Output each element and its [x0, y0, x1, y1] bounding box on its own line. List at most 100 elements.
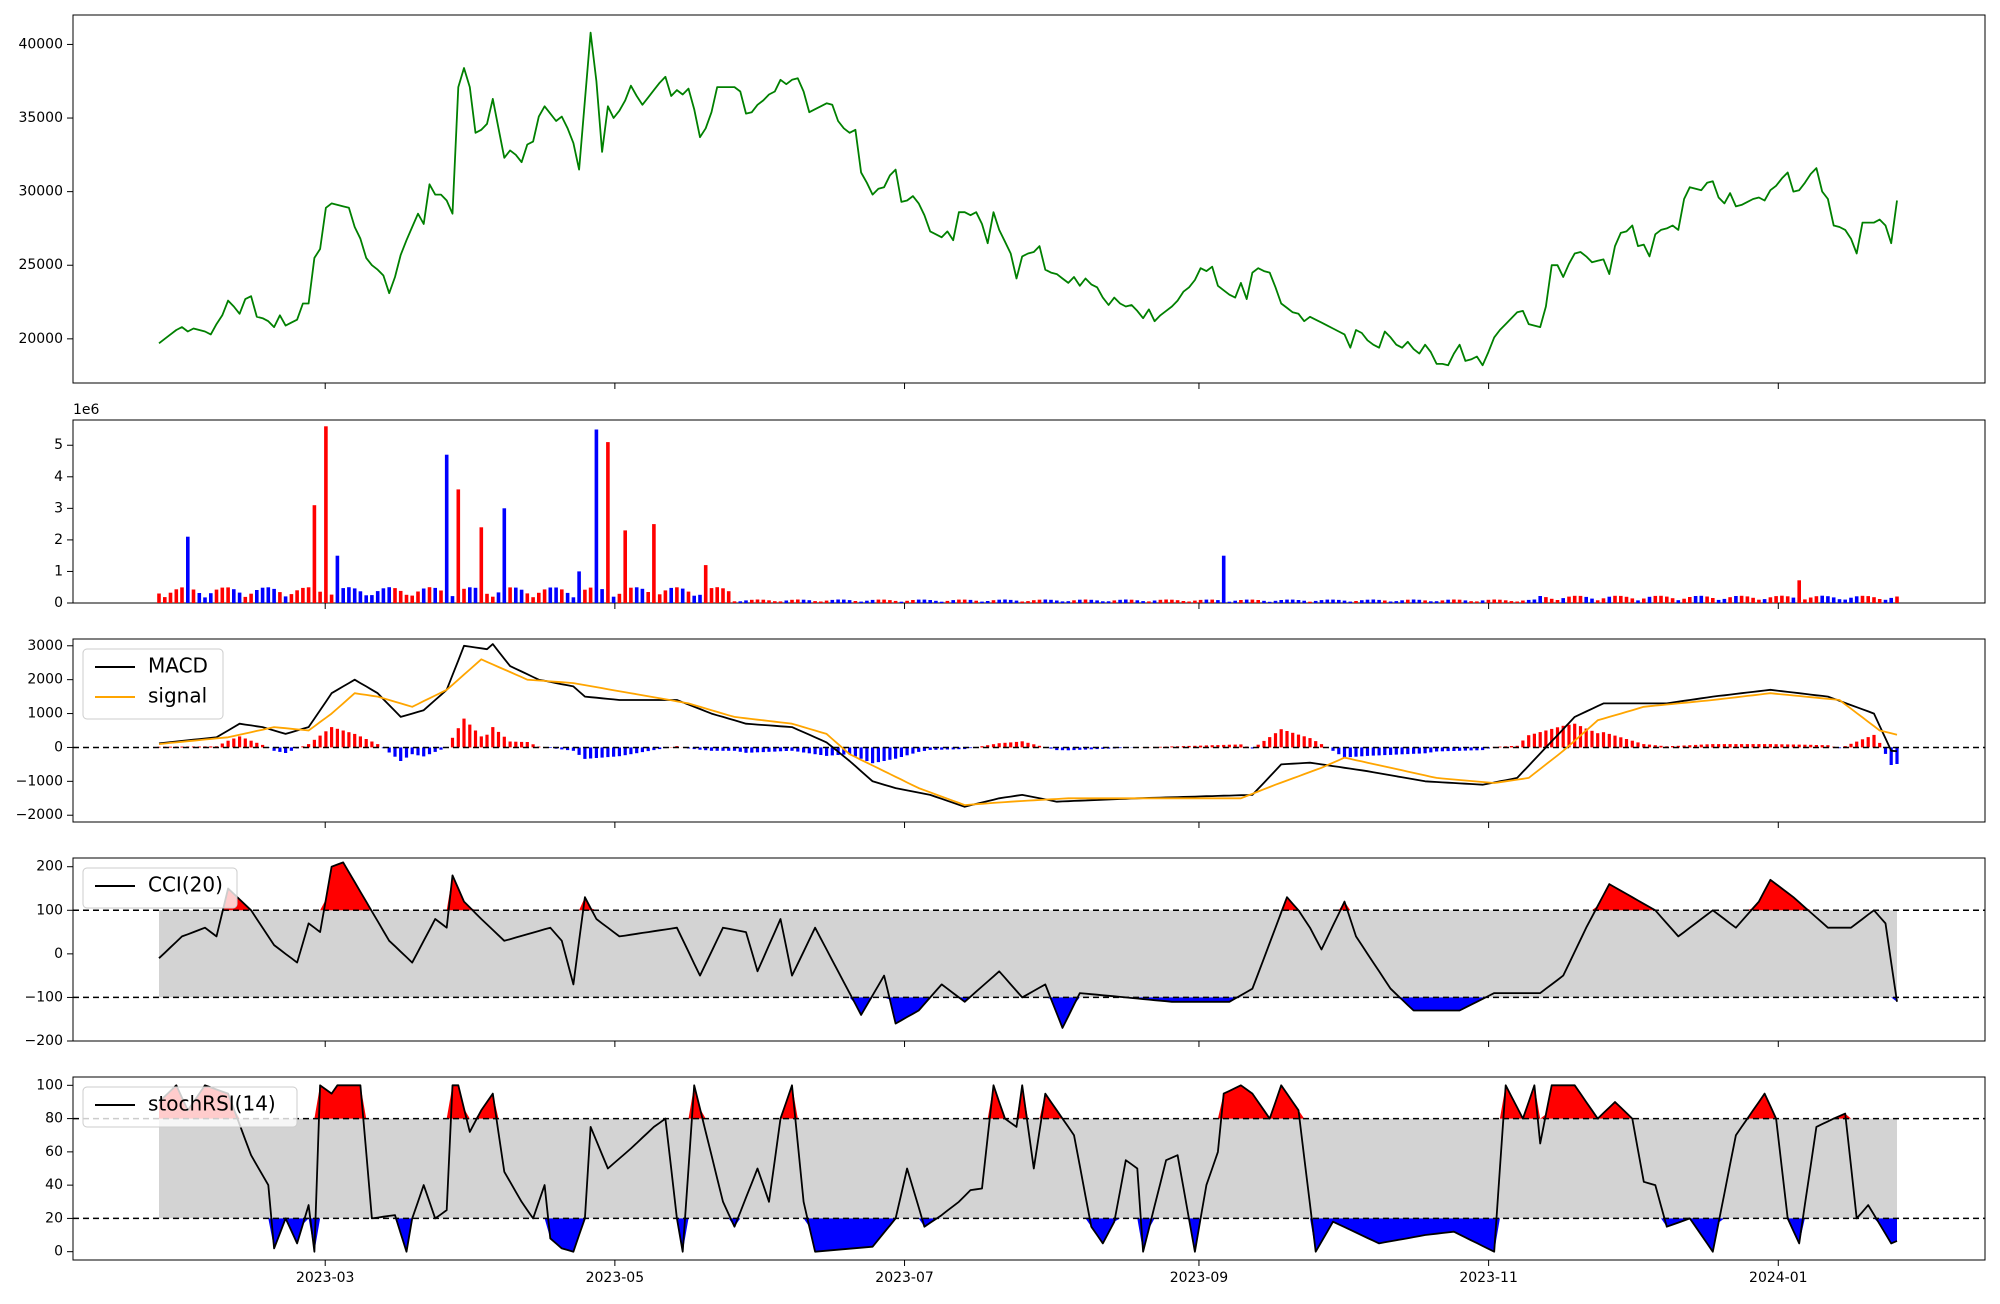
volume-bar	[307, 587, 311, 603]
volume-bar	[641, 589, 645, 603]
cci-oversold-fill	[159, 997, 1897, 1028]
volume-bar	[1124, 600, 1128, 604]
volume-bar	[1210, 600, 1214, 603]
volume-bar	[324, 426, 328, 603]
volume-bar	[572, 597, 576, 603]
volume-bar	[606, 442, 610, 603]
macd-histogram-bar	[365, 739, 368, 748]
volume-bar	[917, 600, 921, 603]
volume-bar	[1412, 600, 1416, 604]
volume-ytick-label: 0	[54, 595, 63, 611]
volume-ytick-label: 5	[54, 437, 63, 453]
macd-histogram-bar	[1521, 741, 1524, 748]
macd-line	[159, 644, 1897, 807]
volume-bar	[318, 592, 322, 603]
macd-histogram-bar	[1429, 747, 1432, 752]
volume-bar	[1256, 600, 1260, 603]
legend-label-stochrsi: stochRSI(14)	[148, 1092, 276, 1116]
macd-histogram-bar	[612, 747, 615, 756]
macd-histogram-bar	[342, 731, 345, 748]
macd-histogram-bar	[1510, 746, 1513, 747]
macd-histogram-bar	[336, 729, 339, 748]
volume-bar	[508, 587, 512, 603]
macd-histogram-bar	[779, 747, 782, 751]
volume-bar	[1423, 600, 1427, 603]
volume-bar	[1274, 601, 1278, 603]
volume-bar	[1602, 598, 1606, 603]
volume-bar	[180, 587, 184, 603]
volume-bar	[1556, 600, 1560, 603]
volume-bar	[1302, 601, 1306, 603]
cci-ytick-label: −200	[25, 1033, 63, 1049]
volume-bar	[566, 593, 570, 603]
volume-bar	[1072, 600, 1076, 603]
volume-bar	[595, 430, 599, 604]
volume-bar	[1527, 600, 1531, 603]
macd-ytick-label: −1000	[16, 773, 63, 789]
volume-bar	[1631, 598, 1635, 603]
volume-bar	[1596, 600, 1600, 603]
volume-bar	[1239, 600, 1243, 603]
macd-histogram-bar	[1303, 736, 1306, 747]
volume-bar	[831, 600, 835, 603]
volume-bar	[1550, 599, 1554, 603]
macd-histogram-bar	[1740, 744, 1743, 747]
volume-bar	[405, 595, 409, 603]
volume-bar	[1326, 600, 1330, 603]
macd-histogram-bar	[353, 734, 356, 748]
macd-ytick-label: 3000	[27, 638, 63, 654]
macd-histogram-bar	[1262, 741, 1265, 748]
volume-bar	[175, 589, 179, 603]
volume-bar	[877, 600, 881, 603]
volume-bar	[1429, 601, 1433, 603]
macd-histogram-bar	[578, 747, 581, 755]
volume-bar	[1855, 596, 1859, 603]
volume-bar	[1895, 597, 1899, 604]
volume-bar	[980, 602, 984, 603]
volume-bar	[1349, 602, 1353, 603]
volume-bar	[1107, 601, 1111, 603]
volume-bar	[1049, 600, 1053, 603]
volume-bar	[1233, 601, 1237, 603]
volume-bar	[756, 600, 760, 604]
volume-bar	[1222, 556, 1226, 603]
macd-histogram-bar	[1015, 742, 1018, 748]
volume-bar	[1331, 600, 1335, 603]
volume-bar	[1009, 600, 1013, 603]
volume-ytick-label: 3	[54, 500, 63, 516]
macd-histogram-bar	[244, 739, 247, 748]
volume-bar	[652, 524, 656, 603]
macd-ytick-label: 0	[54, 739, 63, 755]
volume-bar	[1654, 596, 1658, 603]
volume-bar	[209, 593, 213, 603]
legend-label-signal: signal	[148, 684, 207, 708]
volume-bar	[1406, 600, 1410, 603]
macd-histogram-bar	[520, 742, 523, 748]
macd-histogram-bar	[906, 747, 909, 755]
macd-histogram-bar	[1769, 744, 1772, 747]
macd-histogram-bar	[1424, 747, 1427, 753]
macd-histogram-bar	[595, 747, 598, 758]
volume-bar	[664, 590, 668, 603]
volume-bar	[399, 591, 403, 603]
signal-line	[159, 659, 1897, 805]
macd-histogram-bar	[347, 732, 350, 747]
volume-bar	[457, 489, 461, 603]
volume-bar	[1797, 580, 1801, 603]
x-tick-label: 2023-09	[1170, 1270, 1229, 1286]
volume-bar	[1372, 600, 1376, 604]
stochrsi-ytick-label: 0	[54, 1244, 63, 1260]
volume-bar	[1469, 601, 1473, 603]
cci-band	[159, 910, 1897, 997]
volume-bar	[629, 588, 633, 603]
volume-bar	[1020, 602, 1024, 604]
macd-histogram-bar	[238, 736, 241, 747]
x-tick-label: 2024-01	[1749, 1270, 1808, 1286]
volume-bar	[1389, 602, 1393, 604]
volume-bar	[1648, 597, 1652, 603]
macd-histogram-bar	[560, 747, 563, 749]
macd-histogram-bar	[871, 747, 874, 763]
